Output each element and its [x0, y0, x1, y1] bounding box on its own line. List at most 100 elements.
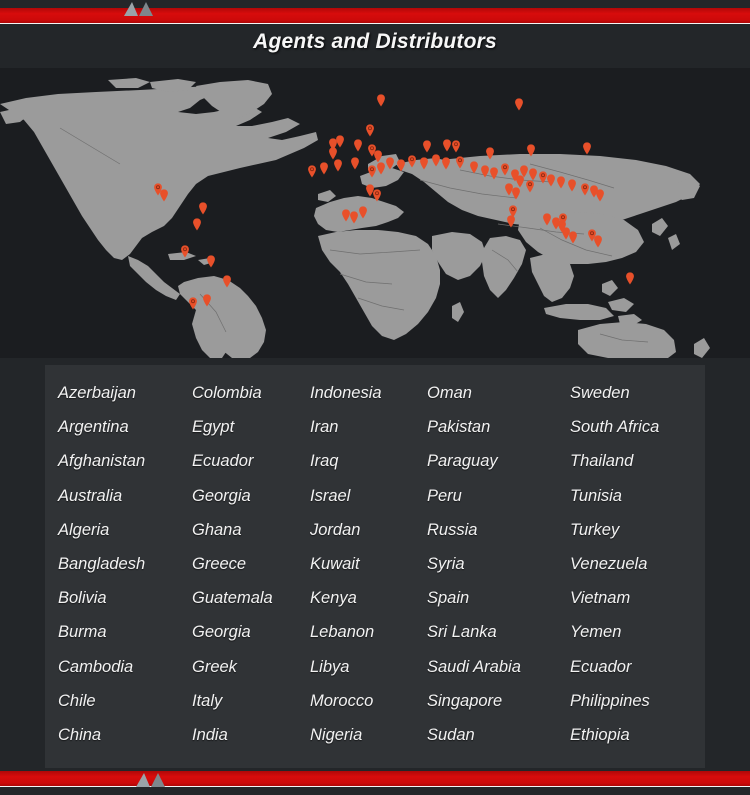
map-pin-icon: [336, 135, 345, 148]
map-pin-icon: [569, 231, 578, 244]
country-list-item: Singapore: [427, 691, 503, 710]
country-list-item: Afghanistan: [58, 452, 146, 471]
map-pin-icon: [501, 163, 510, 176]
map-pin-icon: [350, 211, 359, 224]
map-pin-icon: [588, 229, 597, 242]
map-pin-icon: [329, 147, 338, 160]
map-pin-icon: [443, 139, 452, 152]
country-list-item: Kuwait: [310, 554, 360, 573]
map-pin-icon: [373, 189, 382, 202]
country-list-item: Iran: [310, 418, 339, 437]
map-pin-icon: [366, 184, 375, 197]
country-list-item: Bolivia: [58, 589, 107, 608]
map-pin-icon: [223, 275, 232, 288]
world-map: [0, 68, 750, 358]
map-pin-icon: [154, 183, 163, 196]
country-list-item: Indonesia: [310, 384, 382, 402]
map-pin-icon: [377, 162, 386, 175]
bottom-red-banner: [0, 771, 750, 787]
country-list-item: Venezuela: [570, 554, 648, 573]
map-pin-icon: [456, 156, 465, 169]
country-list-item: Burma: [58, 623, 107, 642]
country-list-item: Israel: [310, 486, 351, 505]
map-pin-icon: [626, 272, 635, 285]
country-list-item: Tunisia: [570, 486, 622, 505]
country-list-item: Australia: [58, 486, 123, 505]
country-list-item: Italy: [192, 691, 223, 710]
map-pin-icon: [397, 159, 406, 172]
map-pin-icon: [515, 98, 524, 111]
map-pin-icon: [189, 297, 198, 310]
map-pin-icon: [207, 255, 216, 268]
country-list-item: Nigeria: [310, 725, 363, 744]
map-pin-icon: [543, 213, 552, 226]
country-list-item: Greece: [192, 554, 247, 573]
map-pin-icon: [596, 189, 605, 202]
country-list-item: Sri Lanka: [427, 623, 497, 642]
map-pin-icon: [334, 159, 343, 172]
map-pin-icon: [408, 155, 417, 168]
country-list-item: Bangladesh: [58, 554, 146, 573]
map-pin-icon: [516, 175, 525, 188]
country-list-item: Colombia: [192, 384, 262, 402]
country-list-item: Libya: [310, 657, 350, 676]
country-list-item: Turkey: [570, 520, 620, 539]
country-column-3: Indonesia Iran Iraq Israel Jordan Kuwait Kenya…: [308, 365, 425, 768]
country-column-1: Azerbaijan Argentina Afghanistan Australia A…: [45, 365, 190, 768]
country-list-item: Sweden: [570, 384, 630, 402]
map-pin-icon: [547, 174, 556, 187]
country-list-item: Sudan: [427, 725, 475, 744]
country-list-item: Peru: [427, 486, 462, 505]
page-title: Agents and Distributors: [253, 30, 497, 53]
map-pin-icon: [507, 215, 516, 228]
map-pin-icon: [320, 162, 329, 175]
map-pin-icon: [374, 150, 383, 163]
map-pin-icon: [193, 218, 202, 231]
map-pin-icon: [308, 165, 317, 178]
country-list-item: China: [58, 725, 102, 744]
country-list-item: Greek: [192, 657, 237, 676]
country-list-item: Georgia: [192, 486, 251, 505]
chevron-mark-icon-bottom: [132, 771, 166, 787]
country-list-item: Spain: [427, 589, 470, 608]
map-pin-icon: [481, 165, 490, 178]
country-list-item: Saudi Arabia: [427, 657, 521, 676]
country-column-4: Oman Pakistan Paraguay Peru Russia Syria Spain…: [425, 365, 568, 768]
map-pin-icon: [160, 189, 169, 202]
country-list-item: Jordan: [310, 520, 361, 539]
country-list-item: Chile: [58, 691, 96, 710]
map-pin-icon: [511, 169, 520, 182]
map-pin-icon: [423, 140, 432, 153]
map-pin-icon: [505, 183, 514, 196]
country-list-item: Oman: [427, 384, 472, 402]
country-list-item: Morocco: [310, 691, 374, 710]
map-pin-icon: [377, 94, 386, 107]
map-pin-icon: [594, 235, 603, 248]
country-list-item: Guatemala: [192, 589, 273, 608]
map-pin-icon: [486, 147, 495, 160]
country-column-5: Sweden South Africa Thailand Tunisia Turkey V…: [568, 365, 705, 768]
map-pin-icon: [199, 202, 208, 215]
map-pin-icon: [342, 209, 351, 222]
map-pin-icon: [452, 140, 461, 153]
country-list-item: Egypt: [192, 418, 235, 437]
country-list-item: Thailand: [570, 452, 634, 471]
map-pin-icon: [520, 165, 529, 178]
country-list-item: Algeria: [58, 520, 110, 539]
map-pin-icon: [552, 217, 561, 230]
map-pin-icon: [203, 294, 212, 307]
map-pin-icon: [368, 165, 377, 178]
map-pin-icon: [526, 180, 535, 193]
map-pin-icon: [527, 144, 536, 157]
country-list-item: South Africa: [570, 418, 660, 437]
map-pin-icon: [386, 157, 395, 170]
country-list-item: Argentina: [58, 418, 129, 437]
country-list-item: Georgia: [192, 623, 251, 642]
map-pin-icon: [590, 185, 599, 198]
country-list-item: Ghana: [192, 520, 242, 539]
country-list-item: Pakistan: [427, 418, 491, 437]
country-list-item: Azerbaijan: [58, 384, 136, 402]
country-list-item: India: [192, 725, 228, 744]
map-pin-icon: [366, 124, 375, 137]
country-list-item: Kenya: [310, 589, 357, 608]
